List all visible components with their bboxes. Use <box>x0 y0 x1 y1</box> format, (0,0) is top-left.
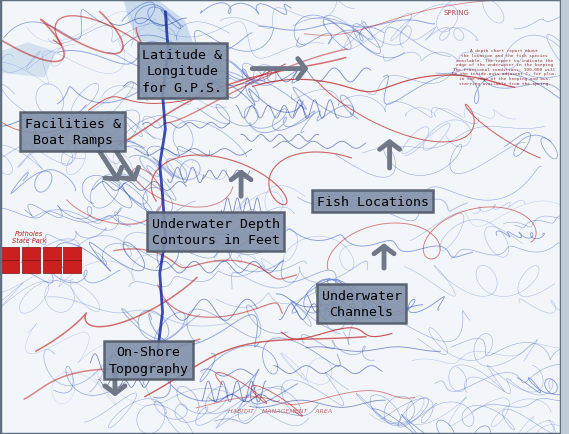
Polygon shape <box>0 43 56 78</box>
Text: On-Shore
Topography: On-Shore Topography <box>109 345 188 375</box>
Bar <box>22 247 40 261</box>
Bar <box>43 247 60 261</box>
Text: HABITAT    MANAGEMENT    AREA: HABITAT MANAGEMENT AREA <box>228 408 332 413</box>
Bar <box>22 260 40 274</box>
Bar <box>1 247 19 261</box>
Bar <box>63 247 81 261</box>
Bar <box>43 260 60 274</box>
Text: Underwater
Channels: Underwater Channels <box>321 289 402 319</box>
Text: Latitude &
Longitude
for G.P.S.: Latitude & Longitude for G.P.S. <box>142 49 222 95</box>
Bar <box>1 260 19 274</box>
Text: Facilities &
Boat Ramps: Facilities & Boat Ramps <box>25 118 121 147</box>
Bar <box>63 260 81 274</box>
Text: Underwater Depth
Contours in Feet: Underwater Depth Contours in Feet <box>152 217 280 247</box>
Text: A depth chart report about
the location and the fish species
available. The repo: A depth chart report about the location … <box>452 49 557 85</box>
Text: SPRING: SPRING <box>444 10 470 16</box>
Text: Potholes
State Park: Potholes State Park <box>12 230 46 243</box>
Text: Fish Locations: Fish Locations <box>317 195 429 208</box>
Polygon shape <box>123 0 196 69</box>
